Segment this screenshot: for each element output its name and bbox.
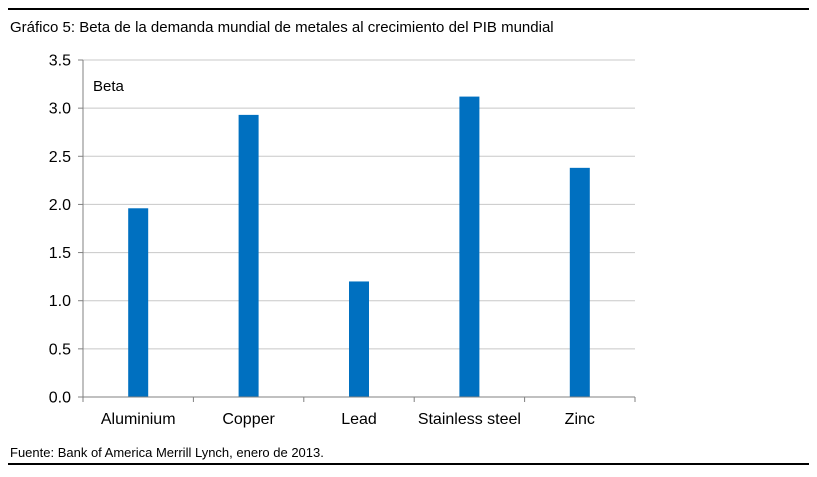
y-tick-label: 0.5 [49,341,71,358]
bars [128,96,590,398]
x-tick-label: Aluminium [101,411,176,428]
y-tick-label: 3.5 [49,53,71,70]
y-tick-label: 3.0 [49,101,71,118]
y-tick-label: 2.0 [49,197,71,214]
y-tick-label: 0.0 [49,390,71,407]
y-tick-label: 1.0 [49,293,71,310]
gridlines [83,59,635,350]
x-tick-label: Stainless steel [418,411,521,428]
y-tick-label: 2.5 [49,149,71,166]
source-note: Fuente: Bank of America Merrill Lynch, e… [10,445,324,460]
chart-title: Gráfico 5: Beta de la demanda mundial de… [10,19,554,36]
y-axis-label: Beta [93,78,125,95]
x-tick-label: Lead [341,411,377,428]
y-tick-label: 1.5 [49,245,71,262]
top-rule [8,8,809,10]
bottom-rule [8,463,809,465]
bar [569,167,590,397]
bar [459,96,480,398]
x-tick-label: Zinc [565,411,595,428]
bar [349,281,369,397]
axes: 0.0 0.5 1.0 1.5 2.0 2.5 3.0 3.5 Aluminium Copper L… [49,53,636,428]
x-tick-label: Copper [222,411,275,428]
bar [238,114,259,397]
bar [128,208,149,397]
